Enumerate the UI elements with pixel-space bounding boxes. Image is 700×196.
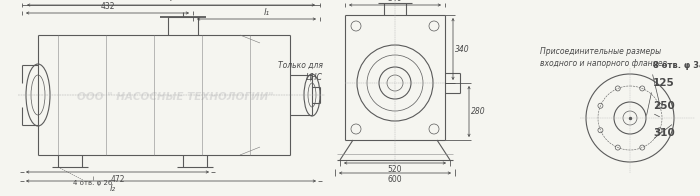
Text: 520: 520	[388, 165, 402, 174]
Text: 4 отв. φ 26: 4 отв. φ 26	[74, 180, 113, 186]
Text: 472: 472	[111, 175, 125, 184]
Text: ООО " НАСОСНЫЕ ТЕХНОЛОГИИ": ООО " НАСОСНЫЕ ТЕХНОЛОГИИ"	[77, 92, 273, 102]
Text: 340: 340	[455, 44, 470, 54]
Text: Присоединительные размеры
входного и напорного фланцев: Присоединительные размеры входного и нап…	[540, 47, 667, 68]
Text: 8 отв. φ 34: 8 отв. φ 34	[653, 61, 700, 70]
Text: 340: 340	[388, 0, 402, 3]
Text: 310: 310	[653, 128, 675, 138]
Text: 125: 125	[653, 78, 675, 88]
Text: 432: 432	[100, 2, 115, 11]
Text: 280: 280	[471, 107, 486, 116]
Text: l₂: l₂	[109, 184, 116, 193]
Text: l₁: l₁	[263, 8, 270, 17]
Text: 600: 600	[388, 175, 402, 184]
Text: Только для
ЦНС: Только для ЦНС	[278, 61, 323, 81]
Text: 250: 250	[653, 101, 675, 111]
Text: l: l	[169, 0, 172, 3]
